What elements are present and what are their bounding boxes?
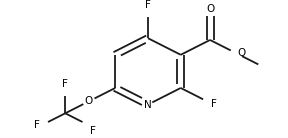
Text: O: O <box>84 96 92 106</box>
Text: F: F <box>90 126 96 136</box>
Text: F: F <box>34 120 40 130</box>
Text: F: F <box>145 0 151 10</box>
Text: F: F <box>211 99 217 109</box>
Text: O: O <box>237 48 245 58</box>
Text: O: O <box>206 4 214 14</box>
Text: N: N <box>144 99 152 110</box>
Text: F: F <box>62 79 68 89</box>
